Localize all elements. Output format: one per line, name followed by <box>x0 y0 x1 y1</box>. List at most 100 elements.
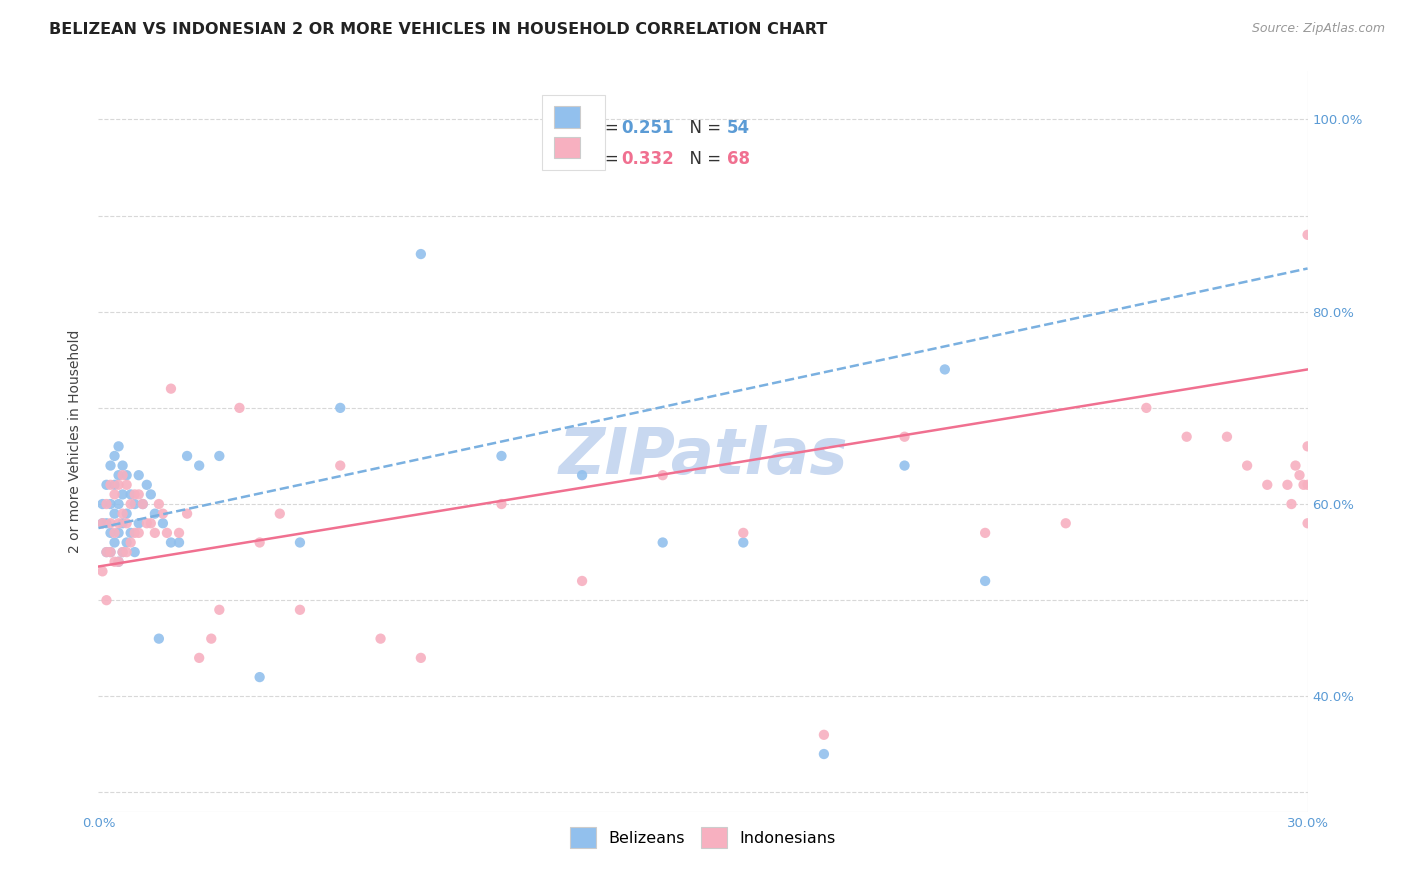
Point <box>115 516 138 531</box>
Point <box>132 497 155 511</box>
Point <box>188 458 211 473</box>
Point <box>160 535 183 549</box>
Point <box>128 516 150 531</box>
Point <box>107 478 129 492</box>
Point <box>733 535 755 549</box>
Point <box>124 545 146 559</box>
Y-axis label: 2 or more Vehicles in Household: 2 or more Vehicles in Household <box>69 330 83 553</box>
Point <box>1135 401 1157 415</box>
Point <box>132 497 155 511</box>
Point <box>143 525 166 540</box>
Point <box>893 458 915 473</box>
Text: N =: N = <box>679 119 725 136</box>
Text: R =: R = <box>588 150 624 168</box>
Point <box>1256 478 1278 492</box>
Point <box>91 516 114 531</box>
Point <box>176 449 198 463</box>
Point <box>128 468 150 483</box>
Point <box>111 507 134 521</box>
Point <box>91 497 114 511</box>
Point <box>103 449 125 463</box>
Point <box>103 507 125 521</box>
Point <box>103 487 125 501</box>
Point <box>128 487 150 501</box>
Point <box>120 525 142 540</box>
Text: 68: 68 <box>727 150 751 168</box>
Point <box>269 507 291 521</box>
Point <box>143 507 166 521</box>
Point <box>135 478 157 492</box>
Point <box>733 525 755 540</box>
Text: Source: ZipAtlas.com: Source: ZipAtlas.com <box>1251 22 1385 36</box>
Point <box>107 555 129 569</box>
Point <box>813 728 835 742</box>
Point <box>188 651 211 665</box>
Point <box>120 497 142 511</box>
Point <box>120 535 142 549</box>
Point <box>139 516 162 531</box>
Point <box>100 545 122 559</box>
Point <box>329 458 352 473</box>
Point <box>111 545 134 559</box>
Point <box>103 555 125 569</box>
Point <box>156 525 179 540</box>
Point <box>100 516 122 531</box>
Point <box>370 632 392 646</box>
Point <box>103 525 125 540</box>
Point <box>974 525 997 540</box>
Point <box>111 545 134 559</box>
Point <box>1296 439 1319 453</box>
Point <box>288 535 311 549</box>
Point <box>100 458 122 473</box>
Point <box>893 430 915 444</box>
Point <box>96 593 118 607</box>
Text: 54: 54 <box>727 119 751 136</box>
Text: 0.332: 0.332 <box>621 150 673 168</box>
Point <box>491 449 513 463</box>
Point <box>96 516 118 531</box>
Point <box>571 468 593 483</box>
Point <box>96 545 118 559</box>
Text: R =: R = <box>588 119 624 136</box>
Point <box>249 670 271 684</box>
Point <box>571 574 593 588</box>
Point <box>651 535 673 549</box>
Point <box>491 497 513 511</box>
Point <box>249 535 271 549</box>
Point <box>91 516 114 531</box>
Point <box>1296 227 1319 242</box>
Point <box>124 497 146 511</box>
Point <box>176 507 198 521</box>
Point <box>107 439 129 453</box>
Point <box>1296 516 1319 531</box>
Point <box>139 487 162 501</box>
Point <box>111 487 134 501</box>
Point <box>1296 478 1319 492</box>
Point <box>111 458 134 473</box>
Point <box>200 632 222 646</box>
Point <box>1284 458 1306 473</box>
Point <box>100 545 122 559</box>
Point <box>1175 430 1198 444</box>
Point <box>135 516 157 531</box>
Point <box>1216 430 1239 444</box>
Text: N =: N = <box>679 150 725 168</box>
Point <box>115 535 138 549</box>
Point <box>107 468 129 483</box>
Point <box>100 525 122 540</box>
Point <box>107 516 129 531</box>
Point <box>1288 468 1310 483</box>
Point <box>409 651 432 665</box>
Point <box>96 478 118 492</box>
Point <box>115 507 138 521</box>
Point <box>651 468 673 483</box>
Point <box>1054 516 1077 531</box>
Point <box>228 401 250 415</box>
Point <box>107 525 129 540</box>
Point <box>152 516 174 531</box>
Point <box>208 449 231 463</box>
Point <box>107 555 129 569</box>
Point <box>115 545 138 559</box>
Point <box>103 478 125 492</box>
Text: BELIZEAN VS INDONESIAN 2 OR MORE VEHICLES IN HOUSEHOLD CORRELATION CHART: BELIZEAN VS INDONESIAN 2 OR MORE VEHICLE… <box>49 22 828 37</box>
